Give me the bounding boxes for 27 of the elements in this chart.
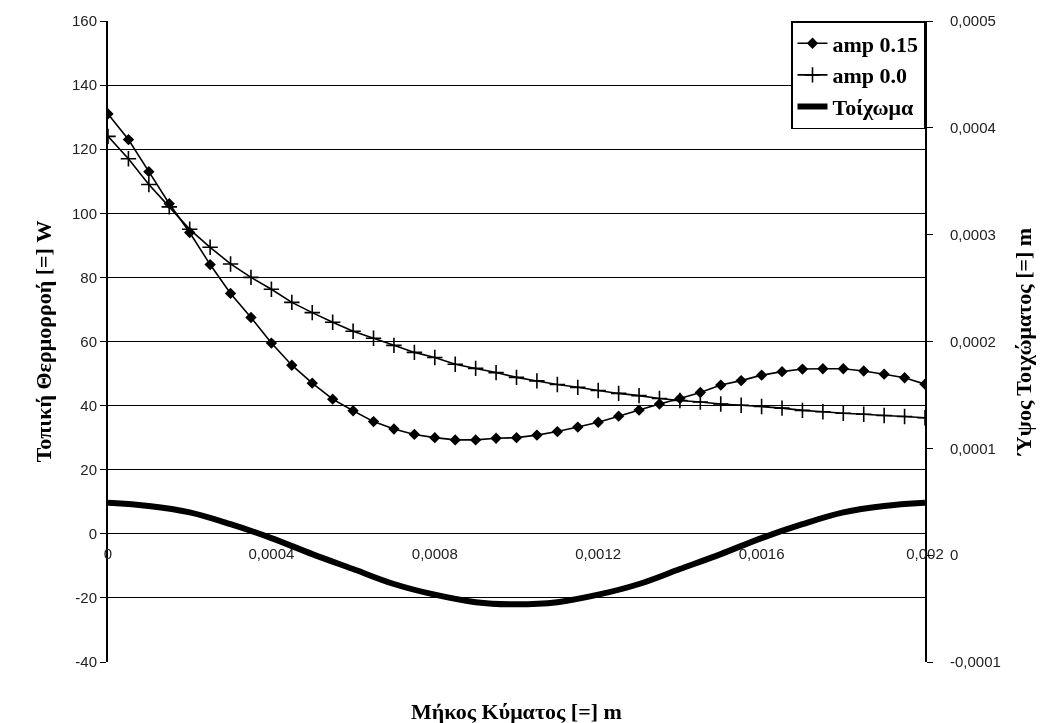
legend-label: Τοίχωμα (832, 95, 915, 121)
y-tick-label: 20 (80, 460, 97, 478)
y2-tick-label: 0,0004 (950, 119, 996, 137)
y2-tick-label: 0,0003 (950, 225, 996, 243)
x-tick-label: 0,0012 (575, 544, 622, 562)
y-tick-label: 140 (71, 76, 97, 94)
y-tick-label: 120 (71, 140, 97, 158)
y-tick-label: -20 (75, 589, 97, 607)
y2-tick-label: 0,0001 (950, 439, 996, 457)
y-tick-label: 100 (71, 204, 97, 222)
y2-tick-label: 0,0002 (950, 332, 996, 350)
y2-tick-label: -0,0001 (950, 653, 1001, 671)
x-tick-label: 0,0004 (248, 544, 295, 562)
legend-label: amp 0.0 (832, 63, 908, 89)
x-axis-title: Μήκος Κύματος [=] m (411, 699, 622, 723)
y2-tick-label: 0,0005 (950, 12, 996, 30)
y-tick-label: -40 (75, 653, 97, 671)
y-axis-title: Τοπική Θερμορροή [=] W (31, 220, 57, 463)
legend-label: amp 0.15 (832, 31, 919, 57)
x-tick-label: 0,0016 (738, 544, 785, 562)
y-tick-label: 160 (71, 12, 97, 30)
y-tick-label: 80 (80, 268, 97, 286)
y-tick-label: 60 (80, 332, 97, 350)
y-tick-label: 0 (88, 525, 97, 543)
y-tick-label: 40 (80, 396, 97, 414)
x-tick-label: 0,0008 (411, 544, 458, 562)
y2-axis-title: Ύψος Τοιχώματος [=] m (1011, 227, 1037, 457)
